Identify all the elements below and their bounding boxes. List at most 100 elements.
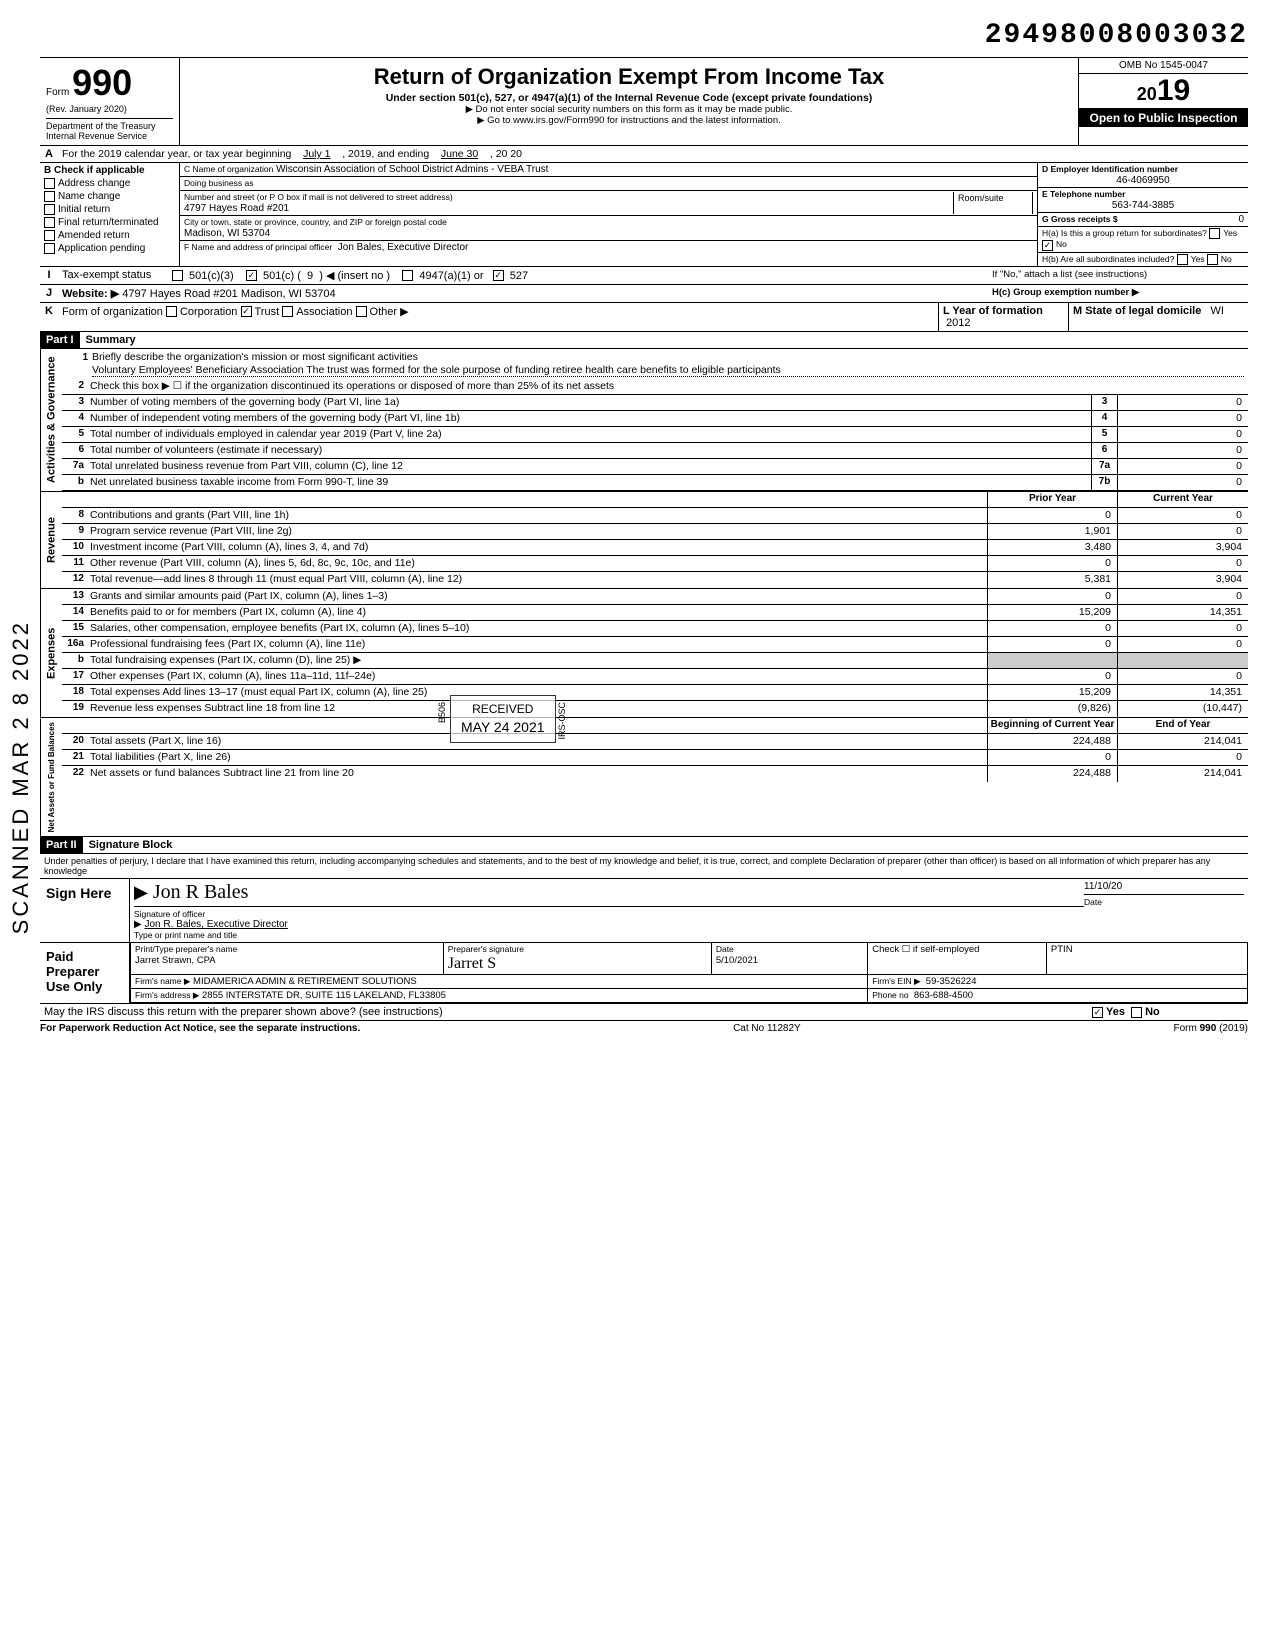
name-title-lbl: Type or print name and title [134, 930, 1244, 940]
cb-hb-yes[interactable] [1177, 254, 1188, 265]
form-title: Return of Organization Exempt From Incom… [186, 64, 1072, 90]
cb-discuss-yes[interactable]: ✓ [1092, 1007, 1103, 1018]
paid-prep-lbl: Paid Preparer Use Only [40, 943, 130, 1003]
cb-other[interactable] [356, 306, 367, 317]
sig-date: 11/10/20 [1084, 881, 1244, 892]
cb-final-return[interactable] [44, 217, 55, 228]
cb-hb-no[interactable] [1207, 254, 1218, 265]
cb-initial-return[interactable] [44, 204, 55, 215]
recv-l3: IRS-OSC [557, 702, 569, 740]
k-lbl: Form of organization [62, 306, 163, 318]
cb-527[interactable]: ✓ [493, 270, 504, 281]
sign-here-lbl: Sign Here [40, 879, 130, 942]
firm-addr-lbl: Firm's address ▶ [135, 990, 199, 1000]
top-document-id: 29498008003032 [40, 20, 1248, 51]
i-527: 527 [510, 270, 528, 282]
cb-ha-no[interactable]: ✓ [1042, 240, 1053, 251]
org-city: Madison, WI 53704 [184, 228, 270, 239]
row-a: A For the 2019 calendar year, or tax yea… [40, 146, 1248, 163]
side-exp: Expenses [40, 589, 62, 717]
c-dba-lbl: Doing business as [184, 178, 253, 188]
prep-name: Jarret Strawn, CPA [135, 955, 216, 966]
cb-501c3[interactable] [172, 270, 183, 281]
year-formation: 2012 [946, 317, 970, 329]
prep-h2: Preparer's signature [448, 944, 524, 954]
section-degh: D Employer Identification number46-40699… [1038, 163, 1248, 266]
b-item: Application pending [58, 243, 145, 254]
org-name: Wisconsin Association of School District… [276, 164, 548, 175]
b-item: Amended return [58, 230, 130, 241]
cb-app-pending[interactable] [44, 243, 55, 254]
firm-phone: 863-688-4500 [914, 990, 973, 1001]
omb-number: OMB No 1545-0047 [1079, 58, 1248, 74]
a-mid: , 2019, and ending [342, 148, 429, 160]
irs-label: Internal Revenue Service [46, 131, 173, 141]
state-domicile: WI [1211, 305, 1224, 317]
org-address: 4797 Hayes Road #201 [184, 203, 289, 214]
cb-assoc[interactable] [282, 306, 293, 317]
a-text: For the 2019 calendar year, or tax year … [62, 148, 291, 160]
cb-discuss-no[interactable] [1131, 1007, 1142, 1018]
i-501c-num: 9 [307, 270, 313, 282]
form-rev: (Rev. January 2020) [46, 104, 173, 114]
prep-h3: Date [716, 944, 734, 954]
part2-hdr: Part II [40, 837, 83, 853]
firm-name: MIDAMERICA ADMIN & RETIREMENT SOLUTIONS [193, 976, 417, 987]
prep-date: 5/10/2021 [716, 955, 758, 966]
cb-4947[interactable] [402, 270, 413, 281]
part1-title: Summary [80, 332, 142, 348]
ha-lbl: H(a) Is this a group return for subordin… [1042, 228, 1207, 238]
row-i: I Tax-exempt status 501(c)(3) ✓ 501(c) (… [40, 267, 1248, 285]
part1-hdr: Part I [40, 332, 80, 348]
col-prior: Prior Year [988, 492, 1118, 507]
gross-receipts: 0 [1238, 214, 1244, 225]
k-trust: Trust [255, 306, 280, 318]
cb-name-change[interactable] [44, 191, 55, 202]
a-begin: July 1 [303, 148, 330, 160]
mission-text: Voluntary Employees' Beneficiary Associa… [92, 364, 1244, 377]
firm-ein: 59-3526224 [926, 976, 977, 987]
discuss-text: May the IRS discuss this return with the… [40, 1004, 1088, 1020]
cb-amended[interactable] [44, 230, 55, 241]
ssn-warning: ▶ Do not enter social security numbers o… [186, 104, 1072, 115]
prep-h4: Check ☐ if self-employed [868, 943, 1047, 975]
part1-header: Part I Summary [40, 332, 1248, 349]
phone-lbl: Phone no [872, 990, 908, 1000]
k-other: Other ▶ [370, 306, 409, 318]
hb-lbl: H(b) Are all subordinates included? [1042, 254, 1174, 264]
i-lbl: Tax-exempt status [58, 267, 168, 284]
room-lbl: Room/suite [958, 193, 1004, 203]
cb-address-change[interactable] [44, 178, 55, 189]
ein-lbl: Firm's EIN ▶ [872, 976, 920, 986]
recv-l1: RECEIVED [461, 702, 545, 718]
col-curr: Current Year [1118, 492, 1248, 507]
g-lbl: G Gross receipts $ [1042, 214, 1118, 224]
officer-sig-lbl: Signature of officer [134, 909, 1084, 919]
footer-right: Form 990 (2019) [1174, 1023, 1248, 1034]
received-stamp: B506 RECEIVED MAY 24 2021 IRS-OSC [450, 695, 556, 743]
officer-name-title: Jon R. Bales, Executive Director [144, 919, 287, 930]
cb-ha-yes[interactable] [1209, 228, 1220, 239]
k-corp: Corporation [180, 306, 237, 318]
tax-year: 20201919 [1079, 74, 1248, 109]
footer-mid: Cat No 11282Y [733, 1023, 801, 1034]
e-lbl: E Telephone number [1042, 189, 1125, 199]
section-b: B Check if applicable Address change Nam… [40, 163, 180, 266]
cb-501c[interactable]: ✓ [246, 270, 257, 281]
prep-h1: Print/Type preparer's name [135, 944, 237, 954]
ein-value: 46-4069950 [1042, 175, 1244, 186]
dept-label: Department of the Treasury [46, 121, 173, 131]
side-net: Net Assets or Fund Balances [40, 718, 62, 836]
cb-corp[interactable] [166, 306, 177, 317]
sign-here-block: Sign Here ▶ Jon R Bales Signature of off… [40, 879, 1248, 943]
l1-lbl: Briefly describe the organization's miss… [92, 351, 418, 363]
section-c: C Name of organization Wisconsin Associa… [180, 163, 1038, 266]
sig-declaration: Under penalties of perjury, I declare th… [40, 854, 1248, 879]
h-no-note: If "No," attach a list (see instructions… [988, 267, 1248, 284]
recv-l2: MAY 24 2021 [461, 718, 545, 736]
cb-trust[interactable]: ✓ [241, 306, 252, 317]
form-number: Form 990 [46, 62, 173, 104]
firm-lbl: Firm's name ▶ [135, 976, 190, 986]
sig-date-lbl: Date [1084, 897, 1244, 907]
c-addr-lbl: Number and street (or P O box if mail is… [184, 192, 453, 202]
